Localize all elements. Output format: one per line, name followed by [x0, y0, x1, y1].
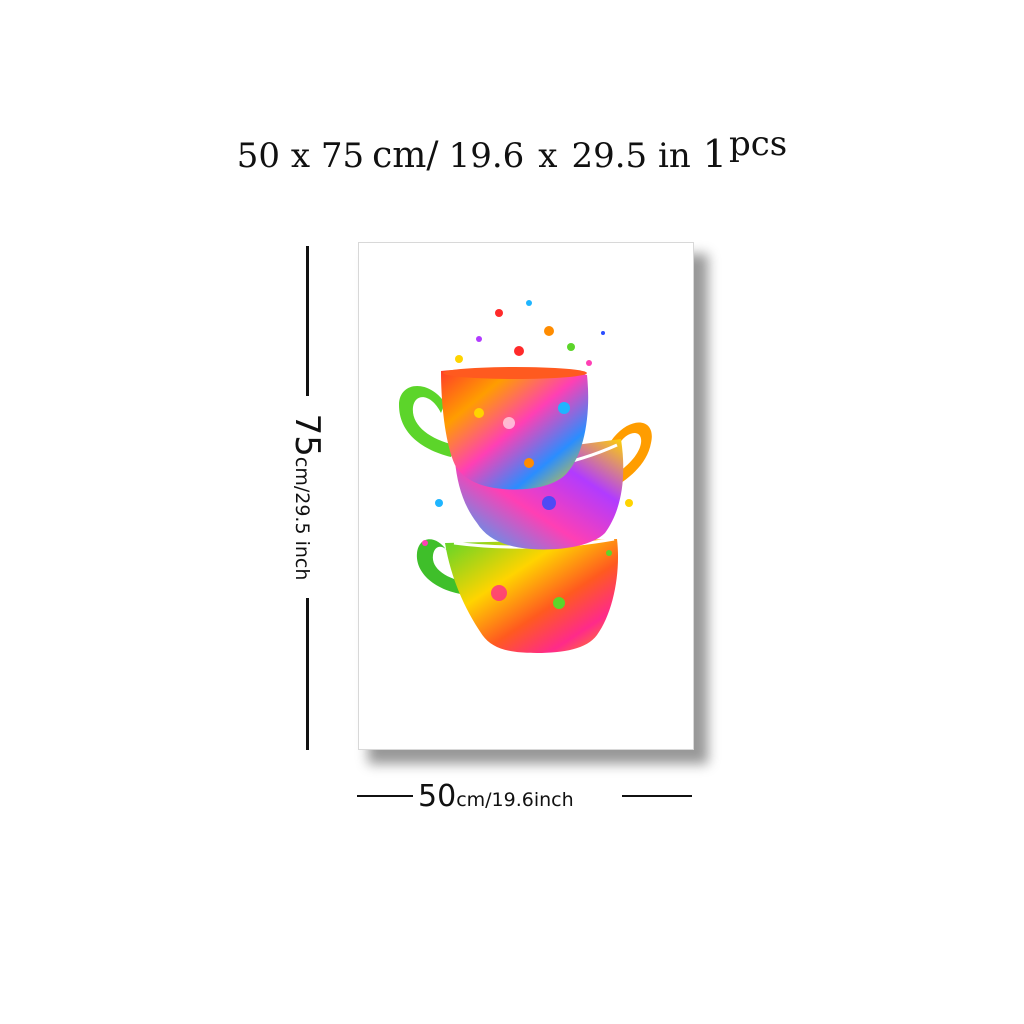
width-dimension-line-left [357, 795, 413, 797]
size-title: 50 x 75 cm/19.6 x 29.5 in 1pcs [0, 124, 1024, 176]
teacups-artwork [399, 300, 652, 653]
bottom-cup [416, 537, 619, 653]
width-dimension-line-right [622, 795, 692, 797]
height-dimension-line-bottom [306, 598, 309, 750]
canvas-print [358, 242, 708, 764]
width-label: 50cm/19.6inch [418, 779, 574, 814]
width-value: 50 [418, 779, 457, 814]
size-title-cm-unit: cm/ [372, 135, 439, 176]
size-title-width-in: 19.6 [448, 136, 525, 176]
height-value: 75 [287, 413, 327, 457]
size-title-quantity: 1 [702, 132, 727, 176]
height-unit: cm/29.5 inch [291, 456, 313, 581]
canvas-surface [358, 242, 694, 750]
size-title-pcs: pcs [728, 124, 788, 164]
top-cup [399, 367, 589, 490]
height-dimension-line-top [306, 246, 309, 396]
paint-splatter [422, 300, 633, 609]
size-title-height-in: 29.5 in [571, 136, 691, 176]
width-unit: cm/19.6inch [456, 789, 574, 811]
size-title-times: x [538, 136, 558, 176]
height-label: 75cm/29.5 inch [287, 414, 327, 581]
size-title-dimensions-cm: 50 x 75 [236, 136, 365, 176]
